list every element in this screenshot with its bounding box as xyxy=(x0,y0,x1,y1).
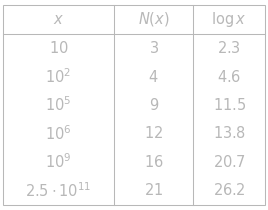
Text: $20.7$: $20.7$ xyxy=(213,154,245,170)
Text: $10^6$: $10^6$ xyxy=(45,124,72,143)
Text: $3$: $3$ xyxy=(149,40,159,56)
Text: $N(x)$: $N(x)$ xyxy=(138,10,170,29)
Text: $10^9$: $10^9$ xyxy=(45,153,72,171)
Text: $16$: $16$ xyxy=(144,154,163,170)
Text: $4.6$: $4.6$ xyxy=(217,68,241,84)
Text: $21$: $21$ xyxy=(144,182,163,198)
Text: $2.5 \cdot 10^{11}$: $2.5 \cdot 10^{11}$ xyxy=(25,181,92,200)
Text: $10^2$: $10^2$ xyxy=(45,67,72,86)
Text: $10^5$: $10^5$ xyxy=(45,96,72,114)
Text: $26.2$: $26.2$ xyxy=(213,182,245,198)
Text: $10$: $10$ xyxy=(49,40,68,56)
Text: $x$: $x$ xyxy=(53,13,64,26)
Text: $\log x$: $\log x$ xyxy=(211,10,247,29)
Text: $4$: $4$ xyxy=(148,68,159,84)
Text: $11.5$: $11.5$ xyxy=(213,97,246,113)
Text: $12$: $12$ xyxy=(144,126,163,142)
Text: $2.3$: $2.3$ xyxy=(217,40,241,56)
Text: $13.8$: $13.8$ xyxy=(213,126,246,142)
Text: $9$: $9$ xyxy=(148,97,159,113)
